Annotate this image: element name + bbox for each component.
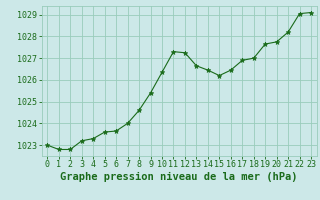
X-axis label: Graphe pression niveau de la mer (hPa): Graphe pression niveau de la mer (hPa) [60, 172, 298, 182]
